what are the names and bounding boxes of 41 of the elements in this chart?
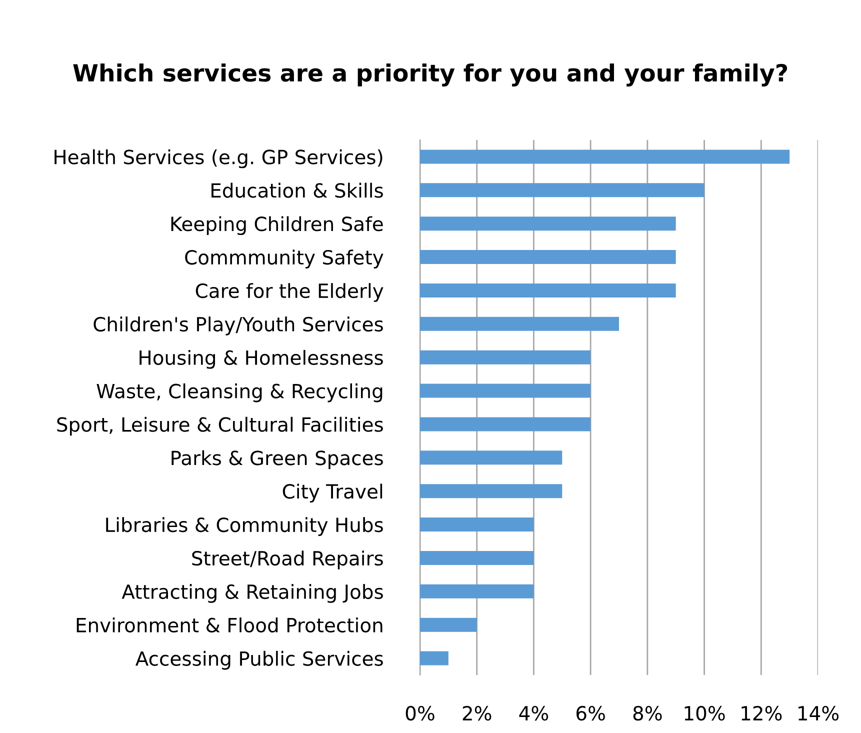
bar [420, 150, 790, 164]
y-tick-label: Health Services (e.g. GP Services) [54, 149, 382, 168]
bar [420, 484, 562, 498]
bar [420, 384, 591, 398]
y-tick-label: Accessing Public Services [136, 650, 383, 670]
y-tick-label: Libraries & Community Hubs [106, 517, 383, 536]
x-tick-label: 2% [462, 706, 492, 721]
bar [420, 183, 704, 198]
y-tick-label: Waste, Cleansing & Recycling [96, 383, 382, 402]
x-tick-label: 8% [633, 706, 662, 721]
y-tick-label: City Travel [282, 484, 382, 503]
x-tick-label: 0% [406, 706, 434, 721]
bar [420, 283, 676, 298]
bar [420, 250, 676, 264]
chart-title: Which services are a priority for you and your family? [73, 63, 788, 87]
x-tick-label: 12% [742, 706, 782, 721]
y-tick-label: Attracting & Retaining Jobs [122, 584, 383, 603]
bar [420, 651, 448, 666]
bar [420, 417, 591, 432]
y-tick-label: Children's Play/Youth Services [94, 316, 383, 336]
y-tick-label: Keeping Children Safe [171, 216, 383, 236]
bar [420, 584, 534, 598]
y-tick-label: Commmunity Safety [185, 250, 384, 268]
x-tick-label: 14% [798, 706, 839, 721]
x-tick-label: 4% [519, 706, 548, 721]
bar [420, 216, 676, 231]
y-tick-label: Environment & Flood Protection [76, 617, 382, 633]
y-tick-label: Sport, Leisure & Cultural Facilities [57, 416, 383, 436]
y-tick-label: Care for the Elderly [196, 283, 384, 302]
bar [420, 518, 534, 532]
bar [420, 450, 562, 465]
bar [420, 618, 477, 632]
y-tick-label: Parks & Green Spaces [172, 450, 383, 470]
x-tick-label: 6% [576, 706, 605, 721]
y-tick-label: Street/Road Repairs [192, 550, 383, 570]
bar [420, 550, 534, 565]
y-tick-label: Education & Skills [212, 182, 383, 198]
x-tick-label: 10% [684, 706, 725, 721]
y-tick-label: Housing & Homelessness [140, 350, 383, 369]
bar [420, 350, 591, 364]
bar [420, 316, 619, 331]
